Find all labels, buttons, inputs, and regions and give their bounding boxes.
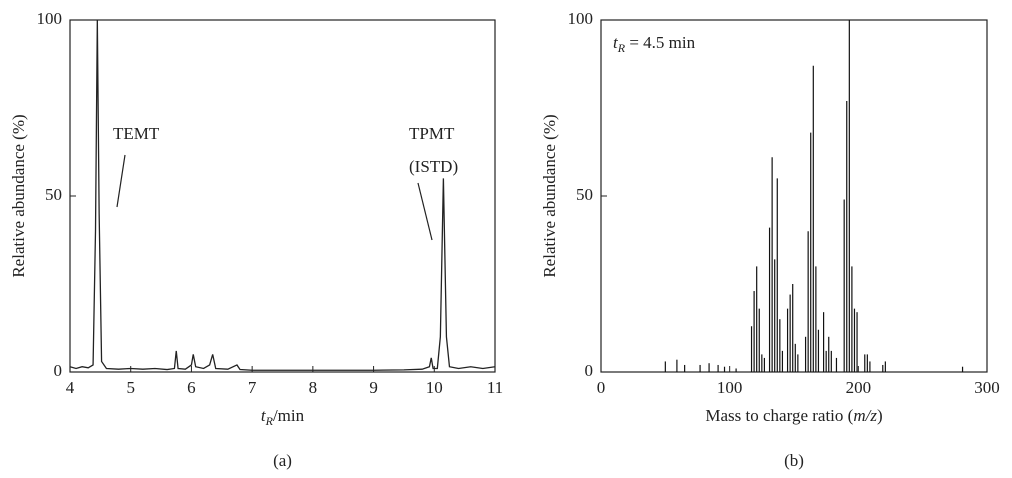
x-label-part: R: [265, 414, 274, 428]
peak-annotation: TEMT: [113, 124, 160, 143]
chromatogram-line: [69, 19, 496, 371]
x-tick-label: 200: [846, 378, 872, 397]
x-label-part: /min: [273, 406, 305, 425]
x-label-part: t: [261, 406, 267, 425]
plot-frame: [600, 19, 988, 373]
x-tick-label: 8: [309, 378, 318, 397]
x-tick-label: 11: [487, 378, 503, 397]
y-tick-label: 0: [54, 361, 63, 380]
peak-annotation: TPMT: [409, 124, 455, 143]
x-label-part: ): [877, 406, 883, 425]
x-axis-label: Mass to charge ratio (m/z): [705, 406, 882, 425]
annotation-part: t: [613, 33, 619, 52]
x-tick-label: 0: [597, 378, 606, 397]
x-tick-label: 9: [369, 378, 378, 397]
x-tick-label: 7: [248, 378, 257, 397]
x-tick-label: 300: [974, 378, 1000, 397]
panel-label: (a): [273, 451, 292, 470]
x-tick-label: 6: [187, 378, 196, 397]
y-tick-label: 50: [576, 185, 593, 204]
y-tick-label: 100: [37, 9, 63, 28]
annotation-part: R: [617, 41, 626, 55]
y-tick-label: 100: [568, 9, 594, 28]
retention-annotation: tR = 4.5 min: [613, 33, 696, 55]
x-tick-label: 100: [717, 378, 743, 397]
peak-annotation: (ISTD): [409, 157, 458, 176]
x-tick-label: 4: [66, 378, 75, 397]
leader-line: [116, 154, 126, 208]
y-tick-label: 0: [585, 361, 594, 380]
x-label-part: Mass to charge ratio (: [705, 406, 853, 425]
x-tick-label: 10: [426, 378, 443, 397]
annotation-part: = 4.5 min: [625, 33, 696, 52]
panel-label: (b): [784, 451, 804, 470]
plot-frame: [69, 19, 496, 373]
y-axis-label: Relative abundance (%): [540, 114, 559, 277]
x-axis-label: tR/min: [261, 406, 305, 428]
x-label-part: m/z: [853, 406, 877, 425]
y-tick-label: 50: [45, 185, 62, 204]
x-tick-label: 5: [126, 378, 135, 397]
y-axis-label: Relative abundance (%): [9, 114, 28, 277]
leader-line: [417, 182, 433, 241]
